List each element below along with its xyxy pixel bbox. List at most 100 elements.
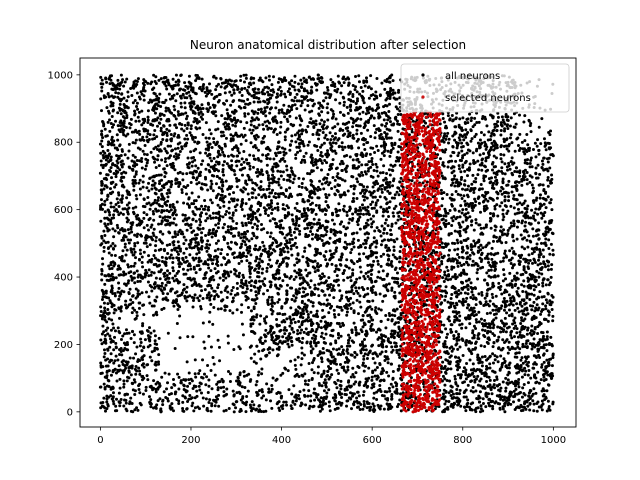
neuron-point — [520, 245, 524, 249]
neuron-point — [297, 291, 301, 295]
neuron-point — [137, 110, 141, 114]
neuron-point — [507, 314, 511, 318]
neuron-point — [378, 379, 382, 383]
neuron-point — [356, 137, 360, 141]
neuron-point — [216, 120, 220, 124]
neuron-point — [253, 182, 257, 186]
neuron-point — [160, 197, 164, 201]
neuron-point — [172, 304, 176, 308]
neuron-point — [338, 101, 342, 105]
neuron-point — [162, 186, 166, 190]
neuron-point — [104, 163, 108, 167]
neuron-point — [163, 160, 167, 164]
neuron-point — [114, 203, 118, 207]
neuron-point — [203, 90, 207, 94]
neuron-point — [479, 248, 483, 252]
neuron-point — [497, 335, 501, 339]
neuron-point — [543, 220, 547, 224]
neuron-point — [253, 352, 257, 356]
neuron-point — [161, 403, 165, 407]
neuron-point — [487, 401, 491, 405]
neuron-point — [531, 148, 535, 152]
neuron-point — [236, 87, 240, 91]
neuron-point — [546, 184, 550, 188]
neuron-point — [309, 221, 313, 225]
neuron-point — [530, 292, 534, 296]
neuron-point — [458, 345, 462, 349]
neuron-point — [483, 319, 487, 323]
neuron-point — [536, 212, 540, 216]
neuron-point — [181, 394, 185, 398]
neuron-point — [163, 371, 167, 375]
neuron-point — [443, 383, 447, 387]
neuron-point — [468, 162, 472, 166]
neuron-point — [359, 85, 363, 89]
neuron-point — [285, 117, 289, 121]
neuron-point — [361, 110, 365, 114]
neuron-point — [278, 226, 282, 230]
neuron-point — [537, 258, 541, 262]
neuron-point — [175, 290, 179, 294]
neuron-point — [508, 167, 512, 171]
neuron-point — [240, 259, 244, 263]
neuron-point — [165, 133, 169, 137]
neuron-point — [122, 84, 126, 88]
neuron-point — [238, 90, 242, 94]
neuron-point — [290, 407, 294, 411]
neuron-point — [358, 300, 362, 304]
neuron-point — [135, 101, 139, 105]
neuron-point — [204, 212, 208, 216]
neuron-point — [218, 276, 222, 280]
neuron-point — [211, 103, 215, 107]
neuron-point — [294, 140, 298, 144]
neuron-point — [246, 192, 250, 196]
neuron-point — [165, 192, 169, 196]
neuron-point — [190, 202, 194, 206]
neuron-point — [184, 290, 188, 294]
neuron-point — [229, 225, 233, 229]
neuron-point — [255, 126, 259, 130]
neuron-point — [524, 260, 528, 264]
neuron-point — [494, 165, 498, 169]
neuron-point — [470, 290, 474, 294]
neuron-point — [323, 136, 327, 140]
neuron-point — [207, 401, 211, 405]
neuron-point — [157, 353, 161, 357]
neuron-point — [232, 88, 236, 92]
neuron-point — [144, 268, 148, 272]
neuron-point — [254, 259, 258, 263]
neuron-point — [184, 111, 188, 115]
neuron-point — [201, 159, 205, 163]
neuron-point — [138, 372, 142, 376]
neuron-point — [194, 219, 198, 223]
neuron-point — [535, 144, 539, 148]
neuron-point — [106, 120, 110, 124]
neuron-point — [314, 162, 318, 166]
neuron-point — [353, 350, 357, 354]
neuron-point — [183, 123, 187, 127]
neuron-point — [205, 140, 209, 144]
neuron-point — [382, 378, 386, 382]
neuron-point — [137, 181, 141, 185]
neuron-point — [440, 174, 444, 178]
neuron-point — [500, 124, 504, 128]
neuron-point — [337, 347, 341, 351]
neuron-point — [440, 204, 444, 208]
neuron-point — [535, 269, 539, 273]
neuron-point — [161, 137, 165, 141]
neuron-point — [293, 299, 297, 303]
neuron-point — [474, 389, 478, 393]
neuron-point — [446, 211, 450, 215]
neuron-point — [271, 188, 275, 192]
neuron-point — [388, 180, 392, 184]
neuron-point — [339, 379, 343, 383]
neuron-point — [300, 158, 304, 162]
neuron-point — [106, 302, 110, 306]
neuron-point — [110, 266, 114, 270]
neuron-point — [152, 133, 156, 137]
neuron-point — [251, 187, 255, 191]
neuron-point — [541, 162, 545, 166]
neuron-point — [441, 117, 445, 121]
neuron-point — [387, 110, 391, 114]
neuron-point — [390, 313, 394, 317]
